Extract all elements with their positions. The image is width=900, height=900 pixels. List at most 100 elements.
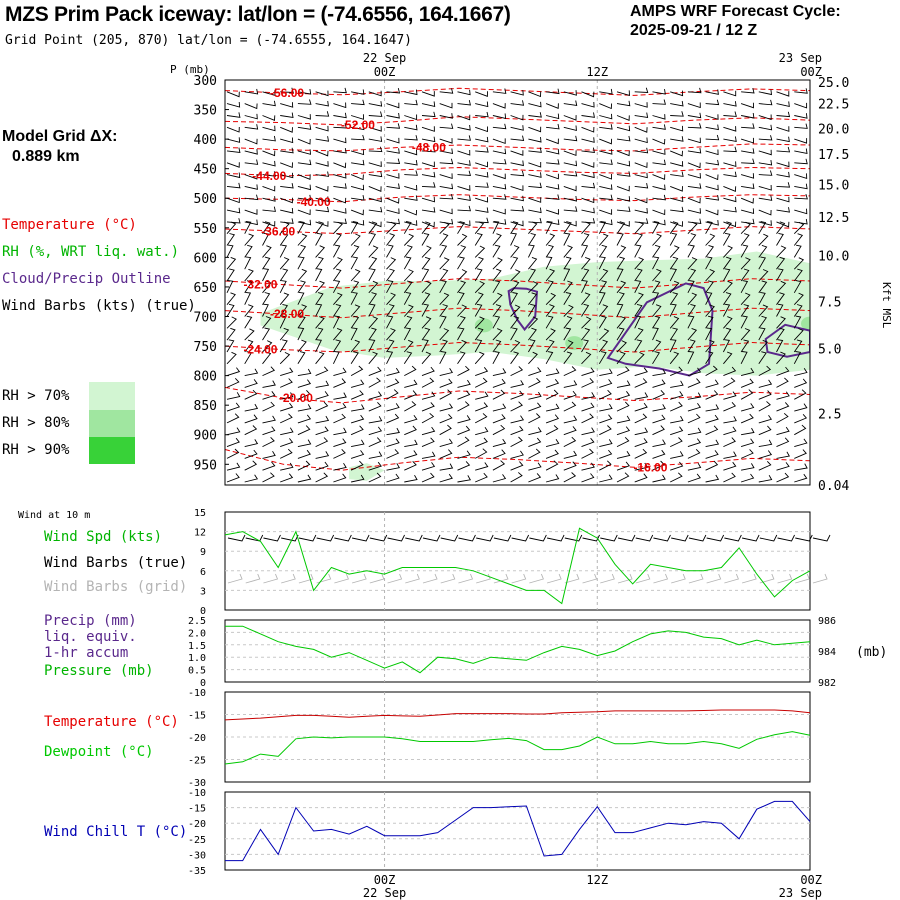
- wind-barb: [226, 197, 240, 204]
- wind-barb: [634, 473, 648, 483]
- wind-barb: [297, 389, 311, 400]
- wind-barb: [776, 402, 790, 412]
- wind-barb: [616, 125, 631, 132]
- wind-barb: [616, 472, 630, 483]
- wind-barb: [226, 162, 240, 168]
- wind-barb: [386, 351, 394, 365]
- wind-barb: [315, 391, 329, 400]
- wind-barb: [457, 390, 471, 400]
- wind-barb: [776, 339, 784, 353]
- wind-barb: [332, 315, 340, 329]
- wind-barb: [634, 351, 645, 365]
- wind-barb: [634, 112, 649, 119]
- legend-rh: RH (%, WRT liq. wat.): [2, 244, 180, 260]
- wind-barb: [616, 221, 626, 234]
- wind-barb: [599, 103, 613, 110]
- wind-barb: [368, 451, 383, 459]
- time-label-bottom: 00Z: [800, 65, 822, 79]
- wind-barb: [528, 182, 542, 189]
- precip-legend-3: 1-hr accum: [44, 645, 129, 661]
- wind-barb: [421, 426, 436, 436]
- wind-barb: [333, 327, 343, 341]
- wind-barb: [350, 256, 359, 270]
- wind-barb: [386, 148, 400, 154]
- wind-barb: [280, 147, 294, 154]
- wind-barb: [333, 438, 347, 448]
- wind-barb: [421, 472, 435, 483]
- wind-barb: [474, 256, 484, 270]
- wind-barb: [315, 150, 329, 157]
- wind-barb: [723, 136, 737, 142]
- wind-barb: [598, 268, 609, 282]
- height-tick-label: 20.0: [818, 122, 849, 137]
- wind-barb: [457, 425, 471, 436]
- temperature-contour-3: [225, 166, 810, 177]
- wind-barb: [794, 173, 808, 180]
- wind-barb: [598, 233, 609, 246]
- wind-barb: [368, 461, 382, 471]
- wind-barb: [262, 461, 276, 471]
- wind10m-barb-grid: [440, 573, 456, 584]
- wind-barb: [368, 161, 382, 168]
- wind-barb: [351, 159, 365, 166]
- wind-barb: [350, 365, 364, 376]
- wind-barb: [262, 316, 272, 329]
- wind-barb: [386, 137, 400, 144]
- wind-barb: [670, 415, 684, 424]
- wind-barb: [758, 99, 773, 106]
- wind-barb: [670, 366, 683, 377]
- wind-barb: [758, 221, 767, 234]
- wind-barb: [793, 315, 802, 329]
- wind-barb: [421, 146, 436, 153]
- wind-barb: [226, 413, 240, 424]
- wind-barb: [386, 197, 400, 204]
- wind-barb: [439, 424, 452, 436]
- wind-barb: [439, 473, 453, 483]
- wind10m-barb-true: [635, 534, 654, 542]
- wind-barb: [545, 438, 560, 448]
- wind-barb: [581, 448, 594, 459]
- wind-barb: [262, 340, 273, 353]
- wind10m-speed-line: [224, 527, 811, 605]
- temperature-contour-label-7: -28.00: [270, 307, 304, 321]
- wind-barb: [386, 218, 400, 225]
- precip_pressure-ytick-label: 0.5: [188, 666, 206, 677]
- wind-barb: [474, 303, 483, 317]
- wind-barb: [740, 221, 751, 235]
- wind-barb: [403, 233, 415, 246]
- wind-barb: [705, 184, 719, 191]
- wind10m-barb-true: [546, 534, 565, 542]
- wind-barb: [368, 316, 379, 329]
- wind-barb: [262, 185, 276, 192]
- wind-barb: [723, 351, 733, 365]
- wind-barb: [528, 402, 542, 412]
- temperature_dewpoint-ytick-label: -15: [188, 711, 206, 722]
- wind-barb: [297, 244, 307, 258]
- wind-barb: [333, 413, 346, 424]
- wind-barb: [297, 439, 312, 448]
- wind-barb: [404, 124, 418, 131]
- wind-barb: [279, 268, 289, 282]
- wind-barb: [386, 413, 400, 424]
- wind-barb: [528, 303, 536, 317]
- wind-barb: [475, 472, 488, 483]
- wind-barb: [226, 327, 236, 341]
- wind-barb: [368, 136, 383, 142]
- wind-barb: [687, 123, 702, 129]
- wind-barb: [687, 327, 698, 341]
- wind-barb: [457, 339, 467, 353]
- precip_pressure-ytick-label: 1.0: [188, 653, 206, 664]
- wind-barb: [634, 233, 643, 246]
- wind-barb: [244, 339, 254, 353]
- wind10m-barb-true: [263, 534, 281, 542]
- wind-barb: [616, 303, 624, 317]
- wind-barb: [262, 366, 276, 377]
- wind-barb: [403, 339, 414, 353]
- wind-barb: [350, 233, 361, 246]
- wind10m-barb-true: [316, 534, 335, 542]
- wind-barb: [563, 160, 578, 167]
- wind-barb: [386, 427, 400, 436]
- wind-barb: [457, 461, 471, 471]
- wind-barb: [280, 162, 293, 169]
- wind-barb: [652, 174, 666, 180]
